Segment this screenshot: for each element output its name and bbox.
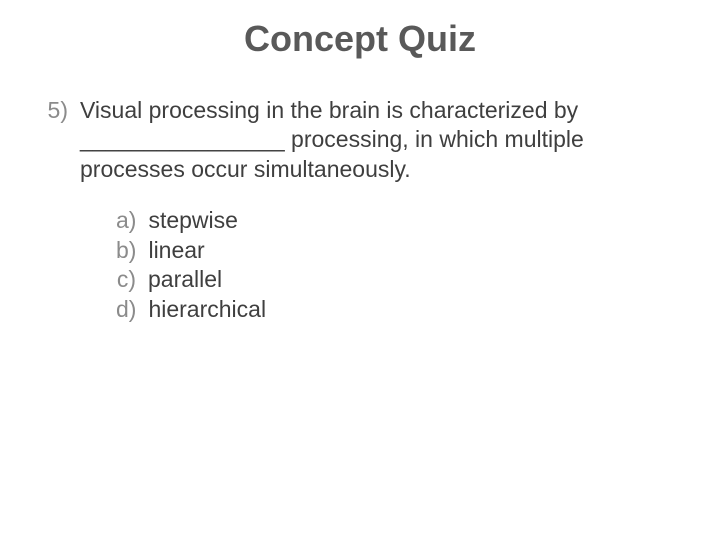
option-letter-b: b) [116, 236, 148, 265]
option-row: c) parallel [116, 265, 660, 294]
option-letter-a: a) [116, 206, 148, 235]
option-text-d: hierarchical [148, 295, 660, 324]
option-letter-d: d) [116, 295, 148, 324]
option-row: d) hierarchical [116, 295, 660, 324]
question-text: Visual processing in the brain is charac… [80, 96, 660, 184]
slide-title: Concept Quiz [0, 18, 720, 60]
question-container: 5) Visual processing in the brain is cha… [0, 96, 720, 324]
question-number: 5) [44, 96, 80, 125]
question-row: 5) Visual processing in the brain is cha… [44, 96, 660, 184]
options-container: a) stepwise b) linear c) parallel d) hie… [44, 206, 660, 324]
option-text-b: linear [148, 236, 660, 265]
option-text-a: stepwise [148, 206, 660, 235]
option-row: a) stepwise [116, 206, 660, 235]
option-letter-c: c) [116, 265, 148, 294]
option-text-c: parallel [148, 265, 660, 294]
option-row: b) linear [116, 236, 660, 265]
